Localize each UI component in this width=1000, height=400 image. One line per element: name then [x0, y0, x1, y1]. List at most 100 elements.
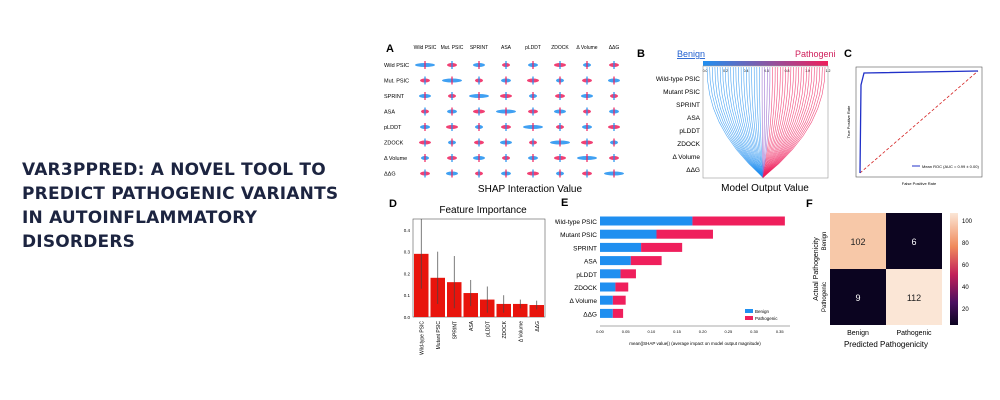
- decision-line: [762, 66, 797, 178]
- shap-bar-benign: [600, 282, 616, 292]
- panel-f-colorbar-tick: 40: [962, 285, 969, 291]
- shap-bar-pathogenic: [692, 216, 785, 226]
- legend-pathogenic-swatch: [745, 316, 753, 320]
- decision-line: [761, 67, 764, 178]
- panel-b-feature-label: Δ Volume: [673, 154, 701, 161]
- decision-line: [730, 66, 764, 178]
- cell-pathogenic-benign: [830, 269, 886, 325]
- panel-a-col-label: pLDDT: [525, 45, 541, 51]
- panel-e-xtick: 0.25: [724, 329, 733, 334]
- decision-line: [762, 66, 805, 178]
- panel-b-plot: B Benign Pathogenic 0.00.20.40.60.81.01.…: [637, 48, 841, 194]
- decision-line: [756, 66, 764, 178]
- panel-e-feature-label: ZDOCK: [574, 285, 597, 292]
- panel-a-row-label: ΔΔG: [384, 172, 396, 178]
- roc-chance-line: [859, 70, 979, 174]
- panel-e-xtick: 0.10: [647, 329, 656, 334]
- decision-line: [762, 66, 807, 178]
- shap-bar-pathogenic: [641, 242, 683, 252]
- cell-value-fn: 9: [855, 293, 860, 303]
- decision-line: [762, 66, 789, 178]
- shap-bar-pathogenic: [620, 269, 636, 279]
- decision-line: [725, 66, 764, 178]
- panel-f-colorbar-tick: 20: [962, 307, 969, 313]
- panel-b-feature-label: Wild-type PSIC: [656, 76, 700, 83]
- cell-value-fp: 6: [911, 237, 916, 247]
- panel-d-feature-importance: D Feature Importance 0.4 0.3 0.2 0.1 0.0 Wil…: [383, 195, 553, 385]
- shap-bar-pathogenic: [656, 229, 713, 239]
- panel-e-xlabel: mean(|SHAP value|) (average impact on mo…: [629, 341, 761, 346]
- legend-benign-label: Benign: [755, 309, 770, 314]
- decision-line: [753, 66, 764, 178]
- cell-benign-benign: [830, 213, 886, 269]
- panel-e-xtick: 0.05: [622, 329, 631, 334]
- panel-a-col-label: Wild PSIC: [414, 45, 437, 51]
- panel-d-plot: D Feature Importance 0.4 0.3 0.2 0.1 0.0 Wil…: [389, 198, 546, 355]
- panel-b-tick: 0.0: [703, 69, 708, 73]
- panel-d-xtick-label: Δ Volume: [518, 321, 524, 342]
- decision-line: [706, 66, 764, 178]
- panel-b-axes: [702, 65, 829, 179]
- panel-e-plot: E Wild-type PSIC Mutant PSIC SPRINT ASA pLDD…: [553, 197, 790, 346]
- panel-b-legend-benign: Benign: [677, 49, 705, 59]
- row-label-pathogenic: Pathogenic: [822, 282, 828, 312]
- shap-bar-pathogenic: [630, 256, 662, 266]
- shap-bar-benign: [600, 229, 657, 239]
- panel-a-col-label: Mut. PSIC: [441, 45, 464, 51]
- decision-line: [714, 66, 764, 178]
- panel-e-feature-label: Mutant PSIC: [560, 232, 597, 239]
- panel-a-col-label: ΔΔG: [609, 45, 620, 51]
- panel-e-feature-label: ΔΔG: [583, 311, 597, 318]
- panel-b-feature-label: ZDOCK: [677, 141, 700, 148]
- panel-a-col-label: SPRINT: [470, 45, 488, 51]
- legend-pathogenic-label: Pathogenic: [755, 316, 778, 321]
- panel-d-xtick-label: ZDOCK: [502, 320, 508, 338]
- decision-line: [759, 66, 764, 178]
- panel-a-plot: A Wild PSIC Mut. PSIC SPRINT ASA pLDDT ZDOCK Δ…: [384, 43, 624, 195]
- decision-line: [732, 66, 764, 178]
- decision-line: [762, 66, 802, 178]
- decision-line: [762, 66, 794, 178]
- panel-c-ylabel: True Positive Rate: [846, 105, 851, 139]
- decision-line: [746, 66, 764, 178]
- col-label-benign: Benign: [847, 330, 869, 337]
- panel-d-xtick-label: Mutant PSIC: [436, 321, 442, 350]
- panel-e-xtick: 0.30: [750, 329, 759, 334]
- panel-d-ytick: 0.2: [404, 271, 411, 276]
- panel-d-ytick: 0.4: [404, 228, 411, 233]
- panel-e-feature-label: SPRINT: [573, 245, 597, 252]
- panel-a-row-label: ZDOCK: [384, 141, 404, 147]
- col-label-pathogenic: Pathogenic: [896, 330, 932, 337]
- shap-bar-benign: [600, 308, 613, 318]
- shap-bar-benign: [600, 295, 613, 305]
- decision-line: [711, 66, 764, 178]
- panel-d-ytick: 0.0: [404, 315, 411, 320]
- panel-b-tick: 1.0: [805, 69, 810, 73]
- cell-benign-pathogenic: [886, 213, 942, 269]
- decision-line: [717, 66, 764, 178]
- panel-d-xtick-label: pLDDT: [485, 321, 491, 337]
- panel-a-col-label: ASA: [501, 45, 512, 51]
- panel-d-label: D: [389, 198, 397, 210]
- shap-bar-pathogenic: [612, 308, 624, 318]
- decision-line: [719, 66, 764, 178]
- decision-line: [762, 66, 773, 178]
- panel-c-xlabel: False Positive Rate: [902, 181, 937, 186]
- panel-a-col-label: ZDOCK: [551, 45, 569, 51]
- shap-bar-benign: [600, 242, 642, 252]
- panel-a-row-label: Mut. PSIC: [384, 79, 409, 85]
- panel-b-tick: 0.4: [744, 69, 749, 73]
- feature-importance-bar: [529, 305, 544, 317]
- panel-b-feature-label: ASA: [687, 115, 701, 122]
- panel-e-feature-label: pLDDT: [576, 272, 597, 279]
- shap-bar-pathogenic: [612, 295, 626, 305]
- panel-b-xlabel: Model Output Value: [721, 183, 809, 194]
- panel-f-label: F: [806, 198, 813, 210]
- decision-line: [762, 66, 815, 178]
- panel-b-feature-label: ΔΔG: [686, 167, 700, 174]
- roc-mean-curve: [859, 70, 979, 174]
- shap-bar-benign: [600, 256, 631, 266]
- panel-e-label: E: [561, 197, 568, 209]
- decision-line: [762, 66, 813, 178]
- feature-importance-bar: [513, 303, 528, 317]
